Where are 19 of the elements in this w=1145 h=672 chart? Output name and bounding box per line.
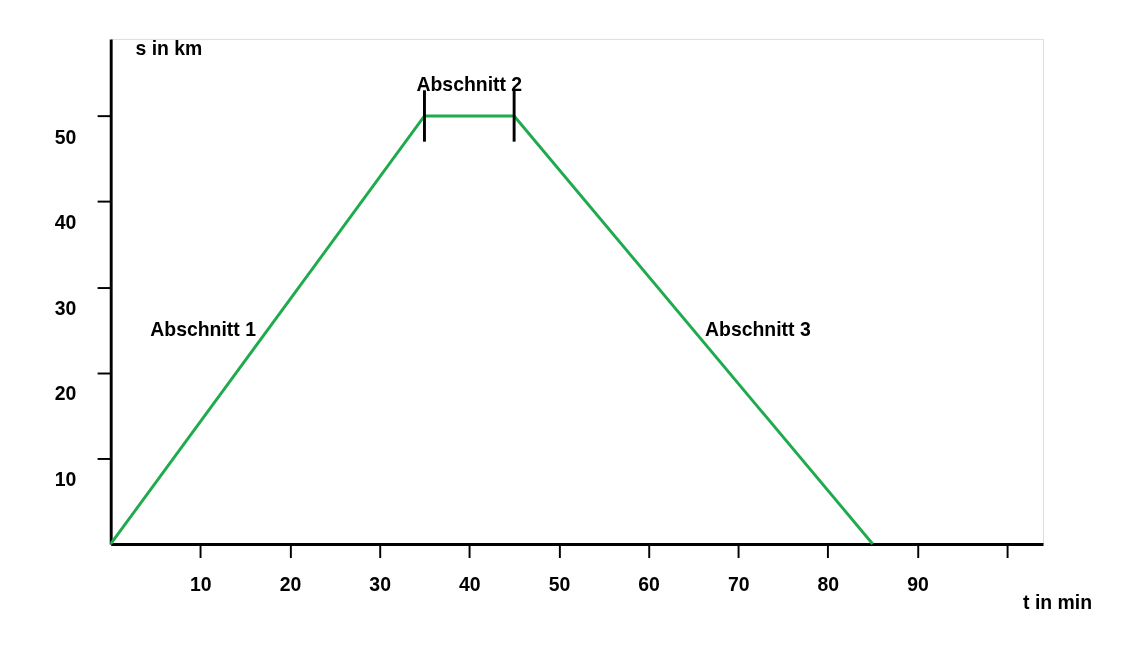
x-tick-label: 10 bbox=[190, 573, 212, 596]
annotation: Abschnitt 1 bbox=[150, 317, 257, 340]
x-tick-label: 40 bbox=[458, 573, 481, 596]
x-tick-label: 20 bbox=[279, 573, 302, 596]
x-tick-label: 90 bbox=[907, 573, 929, 596]
y-tick-label: 10 bbox=[54, 468, 77, 491]
annotation: Abschnitt 2 bbox=[416, 72, 523, 95]
y-axis-title: s in km bbox=[135, 36, 203, 59]
x-tick-label: 80 bbox=[817, 573, 840, 596]
x-tick-label: 60 bbox=[638, 573, 660, 596]
y-tick-label: 20 bbox=[54, 382, 77, 405]
x-tick-label: 30 bbox=[369, 573, 391, 596]
x-tick-label: 50 bbox=[548, 573, 571, 596]
annotation: Abschnitt 3 bbox=[705, 317, 811, 340]
x-tick-label: 70 bbox=[727, 573, 750, 596]
y-tick-label: 30 bbox=[54, 296, 77, 319]
y-tick-label: 50 bbox=[54, 125, 77, 148]
x-axis-title: t in min bbox=[1023, 590, 1093, 613]
y-tick-label: 40 bbox=[54, 211, 77, 234]
